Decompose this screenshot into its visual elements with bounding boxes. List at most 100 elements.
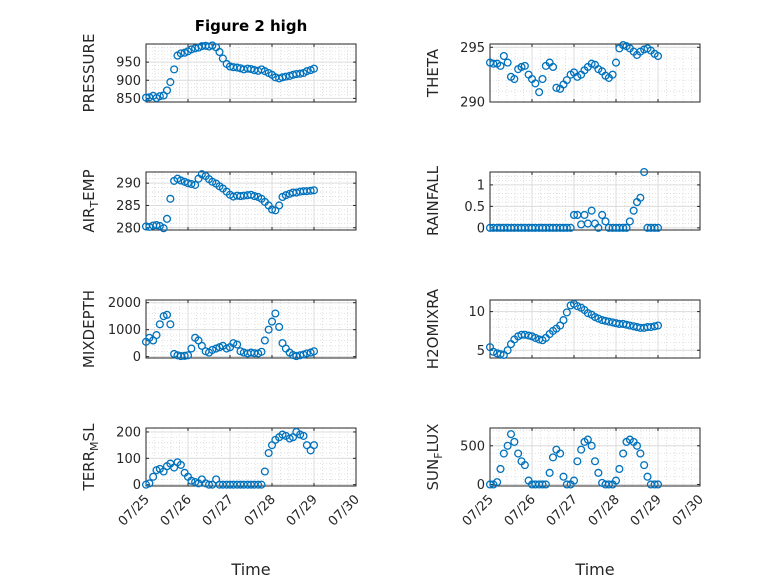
sun-flux-data-point	[594, 468, 603, 477]
pressure-data-point	[166, 78, 175, 87]
air-temp-data-point	[162, 214, 172, 223]
sun-flux-data-point	[514, 449, 523, 458]
air-temp-data-point	[271, 206, 280, 215]
pressure-data-point	[296, 69, 305, 78]
pressure-axes-frame	[145, 43, 357, 103]
h2omixra-data-point	[559, 316, 568, 325]
sun-flux-data-point	[604, 480, 613, 489]
terr-msl-data-point	[176, 460, 185, 469]
terr-msl-plot-area	[146, 428, 356, 486]
air-temp-data-point	[208, 177, 217, 186]
mixdepth-axes-frame	[145, 299, 357, 359]
x-tick-label-07-27: 07/27	[200, 492, 237, 529]
mixdepth-data-point	[233, 340, 242, 349]
theta-data-point	[587, 59, 596, 68]
x-tick-label-07-29: 07/29	[284, 492, 321, 529]
rainfall-data-point	[619, 223, 628, 232]
mixdepth-data-point	[309, 347, 319, 356]
mixdepth-data-point	[229, 339, 238, 348]
sun-flux-data-point	[506, 430, 516, 439]
theta-data-point	[548, 62, 558, 72]
rainfall-data-point	[566, 223, 575, 232]
sun-flux-data-point	[499, 449, 508, 458]
mixdepth-data-point	[292, 352, 301, 361]
sun-flux-data-point	[587, 441, 596, 450]
terr-msl-data-point	[204, 480, 214, 489]
sun-flux-data-point	[577, 445, 586, 454]
pressure-data-point	[187, 45, 196, 54]
mixdepth-data-point	[264, 325, 273, 334]
theta-data-point	[608, 70, 617, 79]
theta-data-point	[611, 58, 621, 67]
theta-data-point	[503, 58, 512, 67]
h2omixra-data-point	[562, 308, 571, 317]
rainfall-data-point	[587, 206, 596, 215]
terr-msl-data-point	[145, 479, 154, 488]
theta-y-tick-label: 290	[460, 96, 485, 111]
plot-terr-msl: 0 100 200 07/25 07/26 07/27 07/28 07/29 07/30 TER…	[80, 423, 363, 529]
air-temp-data-point	[159, 224, 168, 233]
terr-msl-data-point	[257, 480, 266, 489]
rainfall-data-point	[594, 223, 603, 232]
x-axis-label-left: Time	[230, 560, 270, 579]
plot-rainfall: 0 0.5 1 RAINFALL	[424, 165, 701, 236]
h2omixra-y-tick-label: 5	[477, 344, 485, 359]
pressure-data-point	[170, 65, 179, 74]
sun-flux-data-point	[485, 480, 495, 489]
air-temp-data-point	[250, 192, 259, 201]
x-tick-label-07-28: 07/28	[586, 492, 623, 529]
theta-data-point	[489, 59, 498, 68]
pressure-data-point	[281, 72, 290, 81]
x-tick-label-07-30: 07/30	[670, 492, 707, 529]
mixdepth-y-tick-label: 0	[133, 350, 141, 365]
h2omixra-data-point	[650, 322, 659, 331]
plot-h2omixra: 5 10 H2OMIXRA	[424, 288, 701, 369]
x-tick-label-07-29: 07/29	[628, 492, 665, 529]
h2omixra-data-point	[531, 333, 540, 342]
h2omixra-data-point	[594, 314, 603, 323]
sun-flux-data-point	[562, 480, 571, 489]
theta-plot-area	[490, 44, 700, 102]
sun-flux-data-point	[611, 476, 621, 485]
pressure-data-point	[246, 64, 256, 74]
theta-data-point	[552, 83, 561, 92]
sun-flux-data-point	[643, 472, 652, 481]
terr-msl-y-tick-label: 100	[116, 452, 141, 467]
plot-pressure: 850 900 950 PRESSURE	[80, 34, 357, 112]
sun-flux-data-point	[569, 476, 579, 485]
air-temp-data-point	[267, 205, 277, 214]
terr-msl-data-point	[149, 472, 158, 481]
air-temp-data-point	[145, 222, 154, 231]
plot-theta: 290 295 THETA	[424, 41, 701, 111]
pressure-y-tick-label: 900	[116, 74, 141, 89]
pressure-data-point	[302, 67, 311, 76]
sun-flux-data-point	[573, 457, 582, 466]
rainfall-data-point	[601, 217, 610, 226]
figure-title: Figure 2 high	[195, 17, 308, 35]
theta-data-point	[496, 61, 505, 70]
mixdepth-y-axis-label: MIXDEPTH	[80, 290, 98, 368]
sun-flux-data-point	[545, 468, 554, 477]
theta-data-point	[562, 76, 571, 85]
rainfall-data-point	[629, 206, 638, 215]
air-temp-axes-frame	[145, 171, 357, 231]
air-temp-data-point	[183, 179, 193, 188]
theta-axes-frame	[489, 43, 701, 103]
mixdepth-data-point	[162, 310, 172, 319]
x-tick-label-07-30: 07/30	[326, 492, 363, 529]
rainfall-y-tick-label: 1	[477, 178, 485, 193]
sun-flux-data-point	[583, 435, 592, 444]
pressure-y-tick-label: 850	[116, 92, 141, 107]
terr-msl-y-tick-label: 200	[116, 425, 141, 440]
h2omixra-y-axis-label: H2OMIXRA	[424, 288, 442, 369]
air-temp-y-tick-label: 290	[116, 177, 141, 192]
terr-msl-data-point	[264, 448, 273, 458]
sun-flux-plot-area	[490, 428, 700, 486]
sun-flux-data-point	[556, 449, 565, 458]
mixdepth-data-point	[155, 320, 164, 329]
sun-flux-y-axis-label: SUNFLUX	[424, 424, 445, 491]
rainfall-y-tick-label: 0	[477, 221, 485, 236]
sun-flux-data-point	[559, 472, 568, 481]
terr-msl-data-point	[187, 476, 196, 485]
terr-msl-y-tick-label: 0	[133, 478, 141, 493]
